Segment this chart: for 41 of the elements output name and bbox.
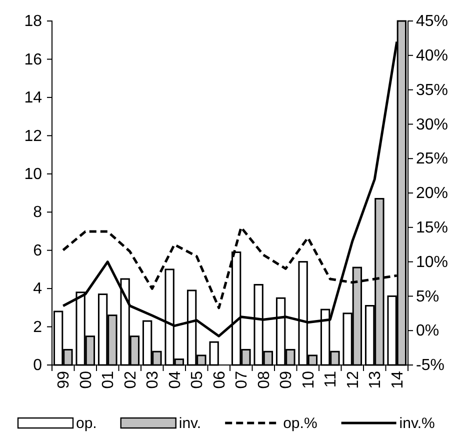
- y2-tick-label: 40%: [416, 48, 448, 65]
- y2-tick-label: 20%: [416, 185, 448, 202]
- x-tick-label: 09: [278, 370, 296, 389]
- y-tick-label: 6: [33, 242, 42, 260]
- y-tick-label: 2: [33, 318, 42, 336]
- x-tick-label: 08: [256, 370, 273, 389]
- y-tick-label: 12: [24, 128, 42, 145]
- x-tick-label: 03: [144, 370, 162, 389]
- y-tick-label: 0: [33, 357, 42, 374]
- y2-tick-label: -5%: [416, 357, 444, 374]
- y2-tick-label: 35%: [416, 82, 448, 99]
- y-tick-label: 18: [24, 13, 42, 30]
- x-tick-label: 02: [122, 370, 140, 389]
- y2-tick-label: 15%: [416, 220, 448, 237]
- x-tick-label: 00: [78, 370, 95, 389]
- legend-label: op.%: [283, 415, 318, 432]
- y-tick-label: 8: [33, 204, 42, 222]
- y-tick-label: 10: [24, 166, 42, 184]
- y2-tick-label: 45%: [416, 13, 448, 30]
- x-tick-label: 05: [189, 370, 206, 389]
- y2-tick-label: 25%: [416, 150, 448, 168]
- y-tick-label: 4: [33, 280, 42, 298]
- x-tick-label: 06: [211, 370, 228, 389]
- y2-tick-label: 5%: [416, 288, 440, 306]
- legend-label: inv.%: [399, 415, 435, 432]
- legend-label: op.: [76, 415, 97, 432]
- y2-tick-label: 0%: [416, 322, 440, 340]
- x-tick-label: 01: [100, 370, 118, 389]
- x-tick-label: 14: [389, 370, 406, 389]
- x-tick-label: 99: [56, 370, 73, 389]
- y2-tick-label: 10%: [416, 254, 448, 271]
- y-tick-label: 16: [24, 51, 42, 68]
- x-tick-label: 13: [367, 370, 384, 389]
- x-tick-label: 07: [234, 370, 251, 389]
- x-tick-label: 10: [300, 370, 318, 389]
- y2-tick-label: 30%: [416, 116, 448, 134]
- x-tick-label: 04: [166, 370, 184, 389]
- x-tick-label: 12: [344, 370, 362, 389]
- x-tick-label: 11: [322, 370, 340, 388]
- y-tick-label: 14: [24, 90, 42, 107]
- legend-label: inv.: [178, 415, 202, 432]
